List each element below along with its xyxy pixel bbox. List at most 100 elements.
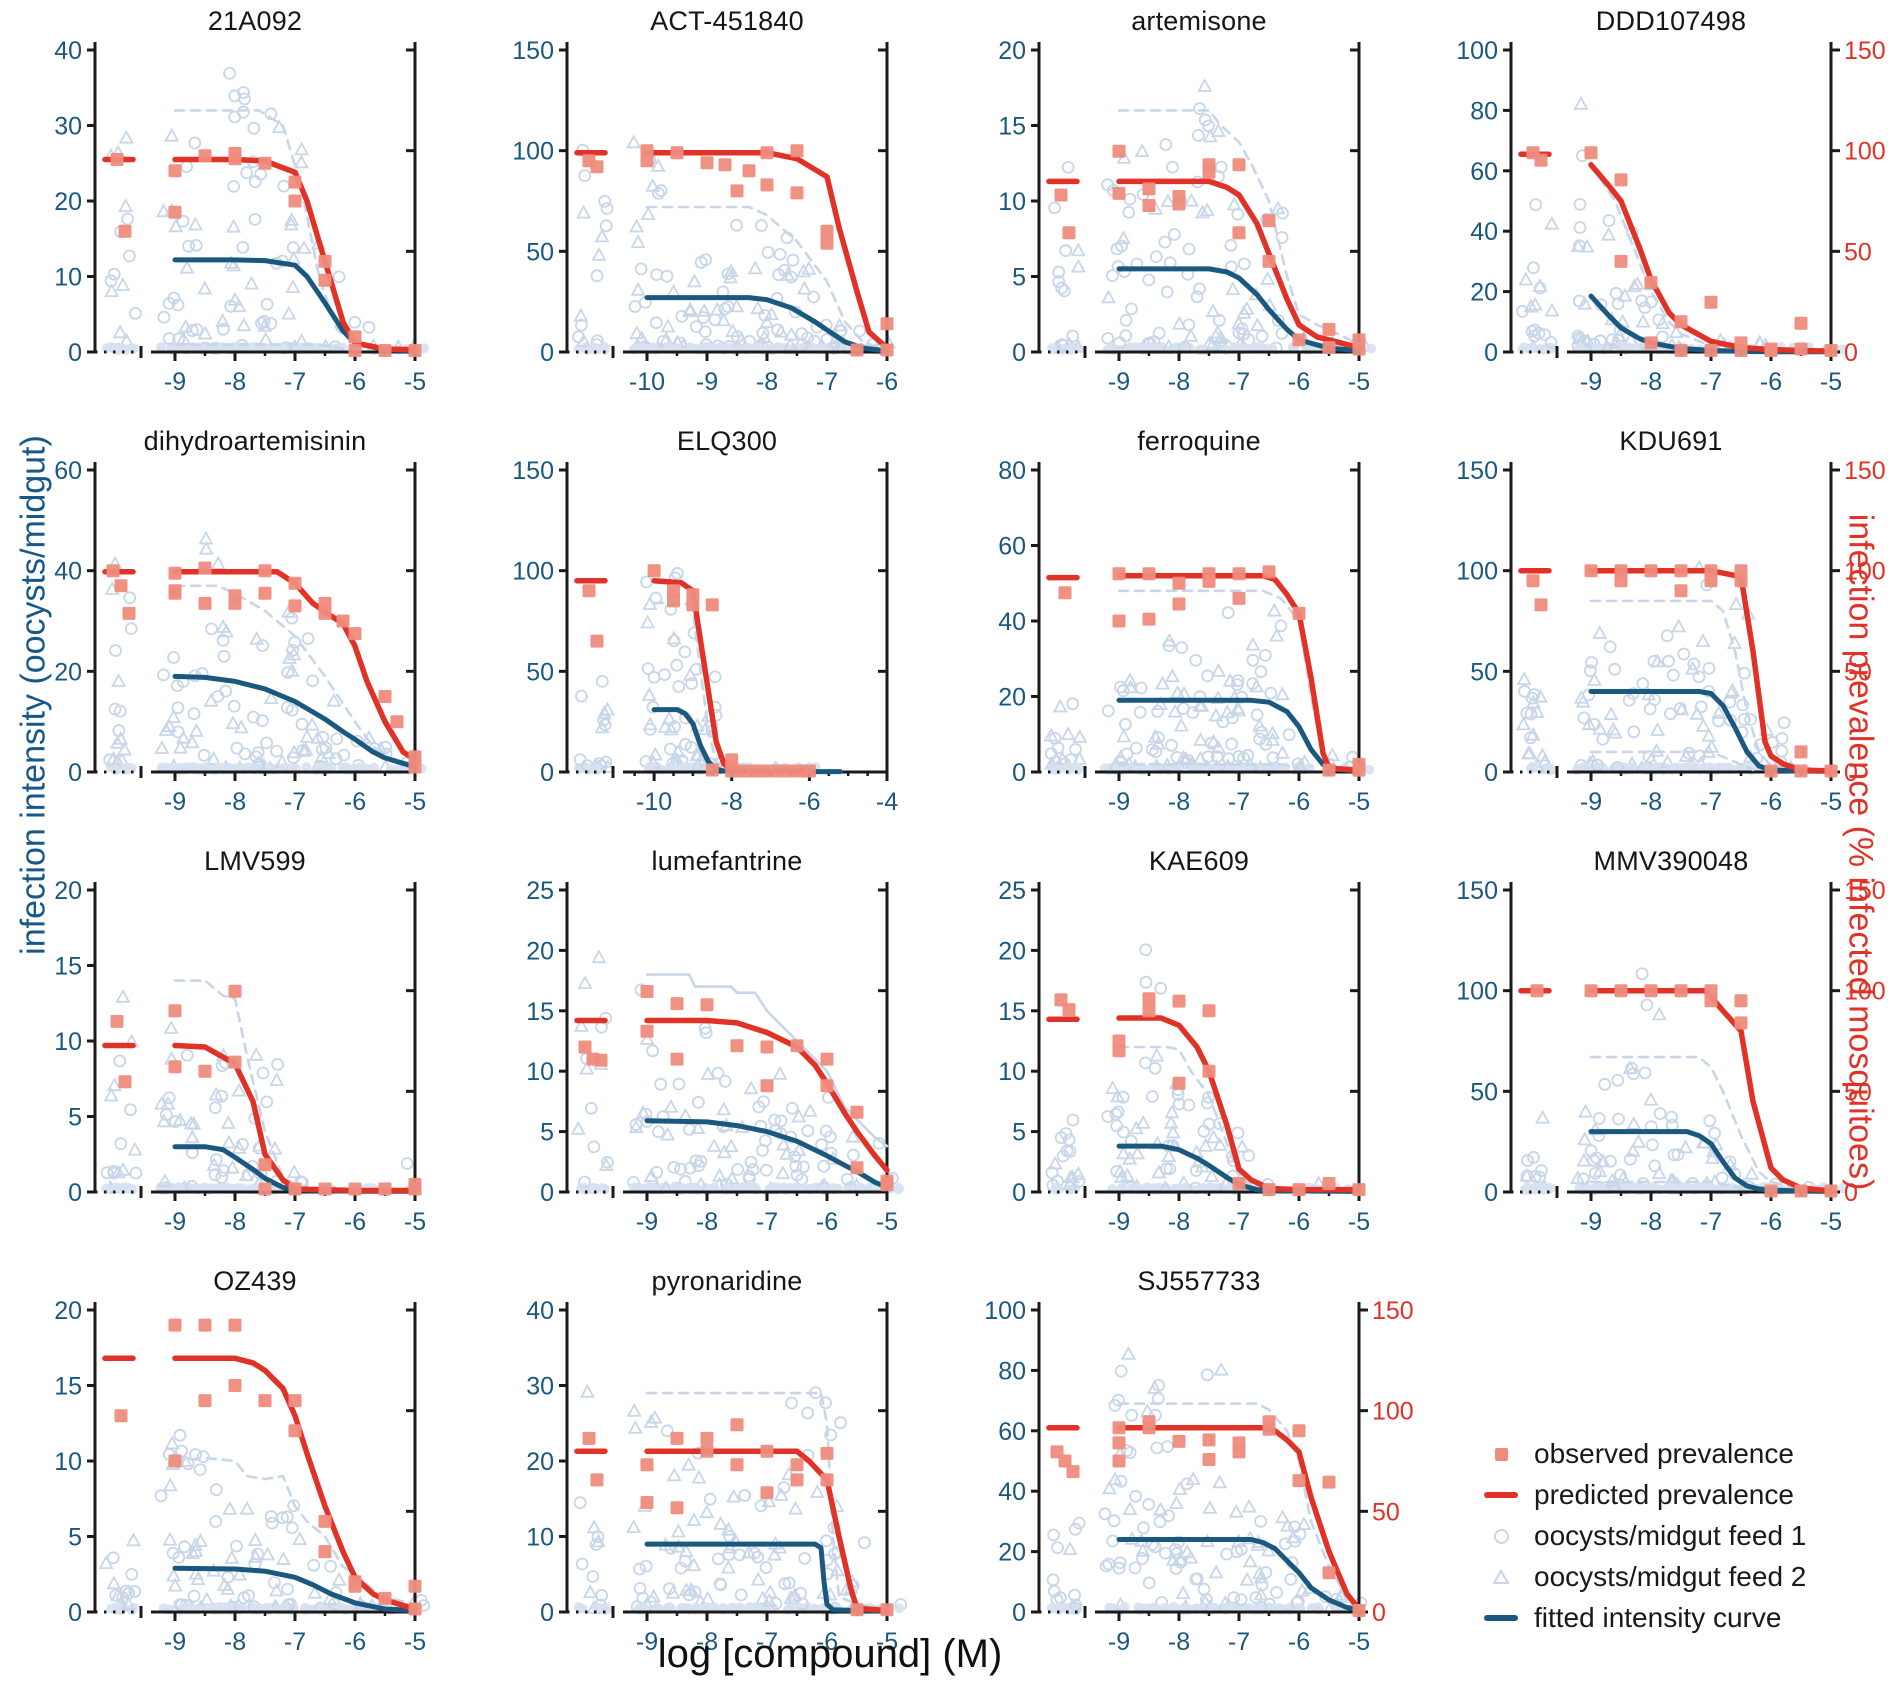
svg-text:0: 0 [1484, 1179, 1498, 1207]
legend-item-observed-prevalence: observed prevalence [1468, 1438, 1806, 1470]
panel-lumefantrine-plot: 0 5 10 15 20 25 -9 -8 -7 -6 -5 [526, 877, 904, 1236]
svg-text:10: 10 [526, 1524, 554, 1552]
svg-text:-9: -9 [1580, 1208, 1602, 1236]
panel-lmv599: LMV599 0 5 10 15 20 -9 -8 -7 -6 -5 [0, 840, 472, 1260]
panel-ferroquine-plot: 0 20 40 60 80 -9 -8 -7 -6 -5 [998, 457, 1375, 816]
svg-text:-6: -6 [1760, 1208, 1782, 1236]
svg-text:-10: -10 [629, 368, 665, 396]
svg-text:50: 50 [526, 658, 554, 686]
svg-text:-4: -4 [876, 788, 898, 816]
svg-text:-6: -6 [344, 1208, 366, 1236]
svg-text:-7: -7 [756, 1208, 778, 1236]
svg-text:-8: -8 [1640, 788, 1662, 816]
red-line-icon [1484, 1492, 1518, 1498]
svg-text:-8: -8 [224, 1208, 246, 1236]
panel-pyronaridine: pyronaridine 0 10 20 30 40 -9 -8 -7 -6 -5 [472, 1260, 944, 1680]
svg-text:50: 50 [1470, 1078, 1498, 1106]
svg-text:-7: -7 [284, 368, 306, 396]
svg-text:10: 10 [998, 1058, 1026, 1086]
panel-oz439: OZ439 0 5 10 15 20 -9 -8 -7 -6 -5 [0, 1260, 472, 1680]
panel-kdu691: KDU691 0 50 100 150 0 50 100 150 -9 -8 -7 -6 -5 [1416, 420, 1890, 840]
svg-text:150: 150 [1844, 457, 1886, 485]
svg-text:20: 20 [526, 937, 554, 965]
svg-text:-8: -8 [696, 1208, 718, 1236]
panel-elq300: ELQ300 0 50 100 150 -10 -8 -6 -4 [472, 420, 944, 840]
svg-text:50: 50 [1844, 1078, 1872, 1106]
legend-label: oocysts/midgut feed 1 [1534, 1520, 1807, 1551]
panel-title: pyronaridine [651, 1266, 803, 1296]
svg-text:0: 0 [1012, 759, 1026, 787]
svg-text:-7: -7 [284, 788, 306, 816]
svg-text:-9: -9 [1580, 788, 1602, 816]
svg-text:25: 25 [526, 877, 554, 905]
panel-sj557733: SJ557733 0 20 40 60 80 100 0 50 100 150 -9 -8 -7 -6 -5 [944, 1260, 1416, 1680]
svg-text:40: 40 [54, 558, 82, 586]
svg-text:15: 15 [998, 113, 1026, 141]
svg-text:0: 0 [540, 1599, 554, 1627]
panel-title: ELQ300 [676, 426, 778, 456]
svg-text:-8: -8 [224, 788, 246, 816]
svg-text:-9: -9 [1108, 368, 1130, 396]
panel-lmv599-plot: 0 5 10 15 20 -9 -8 -7 -6 -5 [54, 877, 426, 1236]
svg-text:-8: -8 [224, 368, 246, 396]
svg-text:-7: -7 [1700, 788, 1722, 816]
svg-text:80: 80 [998, 1357, 1026, 1385]
svg-text:-6: -6 [816, 1208, 838, 1236]
panel-title: OZ439 [213, 1266, 297, 1296]
panel-ddd107498-plot: 0 20 40 60 80 100 0 50 100 150 -9 -8 -7 -6 -5 [1456, 37, 1886, 396]
legend-label: fitted intensity curve [1534, 1602, 1782, 1633]
svg-text:150: 150 [1844, 37, 1886, 65]
legend-label: oocysts/midgut feed 2 [1534, 1561, 1807, 1592]
legend-box: observed prevalence predicted prevalence… [1468, 1438, 1806, 1634]
svg-text:5: 5 [540, 1119, 554, 1147]
svg-text:-8: -8 [1168, 788, 1190, 816]
svg-text:-5: -5 [1348, 368, 1370, 396]
panel-mmv390048-plot: 0 50 100 150 0 50 100 150 -9 -8 -7 -6 -5 [1456, 877, 1886, 1236]
svg-text:150: 150 [1372, 1297, 1414, 1325]
svg-text:10: 10 [998, 188, 1026, 216]
panel-title: DDD107498 [1595, 6, 1747, 36]
svg-text:15: 15 [54, 953, 82, 981]
svg-text:150: 150 [1844, 877, 1886, 905]
panel-ddd107498: DDD107498 0 20 40 60 80 100 0 50 100 150 -9 -8 -7 -6 -… [1416, 0, 1890, 420]
svg-text:-6: -6 [1288, 788, 1310, 816]
svg-text:-5: -5 [876, 1208, 898, 1236]
panel-kae609: KAE609 0 5 10 15 20 25 -9 -8 -7 -6 -5 [944, 840, 1416, 1260]
panel-title: ferroquine [1137, 426, 1261, 456]
panel-mmv390048: MMV390048 0 50 100 150 0 50 100 150 -9 -8 -7 -6 -5 [1416, 840, 1890, 1260]
svg-text:0: 0 [68, 1179, 82, 1207]
panel-dihydroartemisinin: dihydroartemisinin 0 20 40 60 -9 -8 -7 -6 -5 [0, 420, 472, 840]
svg-text:80: 80 [1470, 97, 1498, 125]
x-axis-label: log [compound] (M) [657, 1632, 1003, 1676]
svg-text:-6: -6 [344, 788, 366, 816]
panel-title: KAE609 [1148, 846, 1250, 876]
panel-21a092-plot: 0 10 20 30 40 -9 -8 -7 -6 -5 [54, 37, 429, 396]
svg-text:10: 10 [526, 1058, 554, 1086]
svg-text:0: 0 [1372, 1599, 1386, 1627]
svg-text:10: 10 [54, 264, 82, 292]
svg-text:-9: -9 [164, 368, 186, 396]
svg-text:100: 100 [1844, 138, 1886, 166]
svg-text:-7: -7 [1700, 1208, 1722, 1236]
legend-item-predicted-prevalence: predicted prevalence [1468, 1479, 1806, 1511]
svg-text:50: 50 [1470, 658, 1498, 686]
svg-text:0: 0 [68, 1599, 82, 1627]
svg-text:-8: -8 [756, 368, 778, 396]
svg-text:-8: -8 [224, 1628, 246, 1656]
svg-text:25: 25 [998, 877, 1026, 905]
svg-text:-6: -6 [798, 788, 820, 816]
svg-text:-9: -9 [636, 1208, 658, 1236]
svg-text:60: 60 [998, 1418, 1026, 1446]
svg-text:5: 5 [1012, 264, 1026, 292]
svg-text:-9: -9 [1108, 788, 1130, 816]
svg-text:10: 10 [54, 1448, 82, 1476]
svg-text:0: 0 [68, 759, 82, 787]
panel-title: dihydroartemisinin [143, 426, 367, 456]
svg-text:20: 20 [998, 37, 1026, 65]
svg-text:-9: -9 [696, 368, 718, 396]
svg-text:0: 0 [540, 339, 554, 367]
svg-text:-6: -6 [816, 1628, 838, 1656]
svg-text:-9: -9 [164, 788, 186, 816]
svg-text:-5: -5 [1348, 1628, 1370, 1656]
svg-text:0: 0 [540, 1179, 554, 1207]
